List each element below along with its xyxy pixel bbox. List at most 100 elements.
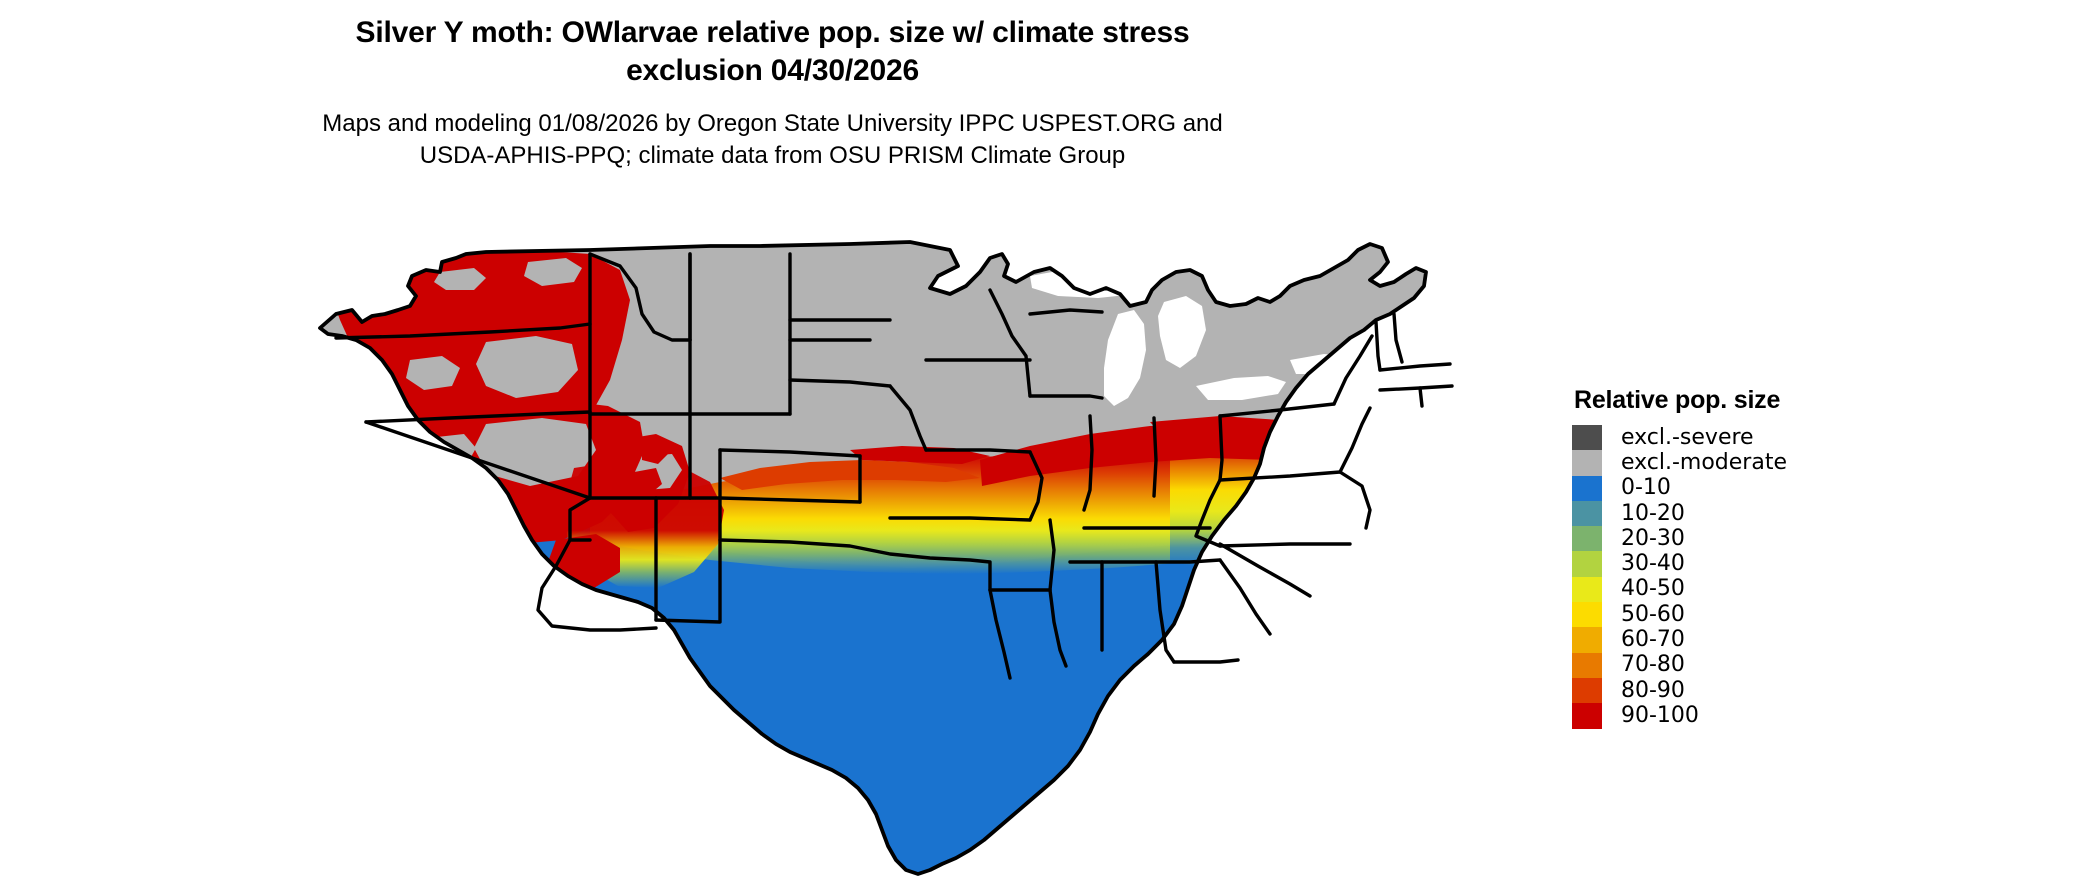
title-block: Silver Y moth: OWlarvae relative pop. si…: [0, 14, 1545, 172]
border-in-oh: [1152, 416, 1158, 498]
legend-item-label: 80-90: [1621, 677, 1685, 703]
legend-color-swatch: [1572, 652, 1602, 678]
legend-item-label: 50-60: [1621, 601, 1685, 627]
border-ga-fl: [1172, 658, 1240, 664]
legend-item: 10-20: [1572, 500, 1872, 527]
border-la-ms: [1048, 588, 1068, 668]
border-az-west: [536, 538, 658, 632]
region-chesapeake-blue: [1330, 536, 1402, 576]
border-ma-south: [1378, 384, 1454, 392]
region-midatlantic-coastal-wedge: [1314, 506, 1392, 556]
region-nyc-longisland-red: [1394, 396, 1426, 418]
border-tn-ms-al-ga: [1068, 558, 1222, 564]
border-ut-nv: [568, 412, 592, 542]
border-pa-south: [1218, 470, 1342, 482]
legend-color-swatch: [1572, 551, 1602, 577]
border-ga-sc: [1218, 558, 1272, 636]
border-ct-ri: [1418, 386, 1424, 408]
border-ma-north: [1378, 362, 1452, 372]
legend-color-swatch: [1572, 703, 1602, 729]
map-raster-layer: [318, 240, 1454, 876]
legend-color-swatch: [1572, 425, 1602, 451]
region-pnw-grey-basin-1: [476, 336, 578, 398]
border-vt-nh: [1374, 320, 1382, 372]
legend-color-swatch: [1572, 627, 1602, 653]
border-md-de: [1338, 470, 1372, 530]
legend-item-label: excl.-moderate: [1621, 449, 1787, 475]
border-wv-va: [1194, 478, 1222, 548]
legend-item: 80-90: [1572, 677, 1872, 704]
border-mn-wi: [988, 288, 1032, 398]
legend-item: 30-40: [1572, 551, 1872, 577]
region-pnw-grey-patch-3: [524, 258, 582, 286]
legend-item-label: 10-20: [1621, 500, 1685, 526]
border-ar-ms: [1048, 518, 1056, 592]
region-west-kansas-red-spot-b: [632, 468, 662, 496]
map-panel[interactable]: [290, 210, 1560, 882]
border-wa-or: [334, 322, 592, 340]
legend-color-swatch: [1572, 475, 1602, 501]
border-sc-nc: [1218, 542, 1312, 598]
legend-item: 70-80: [1572, 652, 1872, 678]
border-nm-tx: [654, 496, 722, 624]
legend-item-label: 30-40: [1621, 551, 1685, 577]
legend-color-swatch: [1572, 526, 1602, 552]
border-or-ca-nv: [364, 410, 592, 424]
border-ks-ok: [718, 496, 862, 504]
region-lake-erie-red-strip: [1310, 396, 1426, 430]
map-legend: Relative pop. size excl.-severe excl.-mod…: [1572, 386, 1872, 729]
legend-items: excl.-severe excl.-moderate 0-10 10-20 20-30…: [1572, 425, 1872, 729]
region-pnw-grey-patch-4: [434, 268, 486, 290]
legend-item: excl.-moderate: [1572, 449, 1872, 476]
border-ia-mo: [924, 448, 1032, 454]
legend-color-swatch: [1572, 500, 1602, 527]
page-subtitle: Maps and modeling 01/08/2026 by Oregon S…: [322, 110, 1223, 170]
border-mo-il: [1028, 450, 1044, 522]
region-plains-red-fingers: [720, 460, 980, 490]
legend-color-swatch: [1572, 602, 1602, 628]
lake-erie: [1196, 376, 1286, 400]
us-choropleth-map[interactable]: [290, 210, 1560, 882]
border-pa-ny: [1218, 402, 1336, 418]
legend-item: 50-60: [1572, 601, 1872, 628]
legend-item: 60-70: [1572, 627, 1872, 653]
border-mt-nd-sd: [788, 252, 872, 342]
border-nh-me: [1392, 312, 1404, 364]
border-va-nc: [1218, 542, 1352, 548]
legend-item-label: excl.-severe: [1621, 424, 1754, 450]
border-tx-la: [988, 588, 1012, 680]
border-sd-ne: [788, 378, 892, 388]
lake-huron: [1158, 296, 1206, 368]
border-mi-wi-upper: [1028, 308, 1104, 316]
legend-color-swatch: [1572, 576, 1602, 603]
region-az-nm-red-highland-2: [476, 540, 542, 588]
legend-item-label: 40-50: [1621, 576, 1685, 602]
legend-item: 40-50: [1572, 576, 1872, 603]
border-id-mt: [588, 252, 692, 342]
region-puget-sound-dark-excl-severe: [346, 250, 382, 314]
legend-item: excl.-severe: [1572, 424, 1872, 451]
border-wi-il: [1028, 394, 1104, 400]
border-mo-ar: [888, 516, 1032, 522]
border-ne-ia: [888, 384, 928, 452]
lake-michigan: [1104, 310, 1146, 406]
border-ny-east: [1332, 334, 1374, 406]
border-al-ga: [1154, 560, 1176, 664]
region-pnw-grey-basin-2: [406, 356, 460, 390]
conus-outline: [318, 240, 1428, 876]
legend-item: 90-100: [1572, 702, 1872, 729]
legend-title: Relative pop. size: [1574, 386, 1781, 414]
region-transition-band-east: [1170, 442, 1380, 568]
region-west-kansas-red-spot-a: [642, 444, 668, 464]
legend-item-label: 90-100: [1621, 702, 1699, 728]
legend-item-label: 70-80: [1621, 652, 1685, 678]
legend-item: 20-30: [1572, 525, 1872, 552]
border-nj-pa: [1338, 406, 1372, 474]
legend-color-swatch: [1572, 450, 1602, 476]
legend-item: 0-10: [1572, 475, 1872, 501]
border-il-in: [1082, 414, 1094, 512]
legend-item-label: 60-70: [1621, 627, 1685, 653]
map-boundaries-layer: [318, 240, 1454, 876]
legend-item-label: 20-30: [1621, 525, 1685, 551]
border-ne-ks: [718, 448, 862, 458]
